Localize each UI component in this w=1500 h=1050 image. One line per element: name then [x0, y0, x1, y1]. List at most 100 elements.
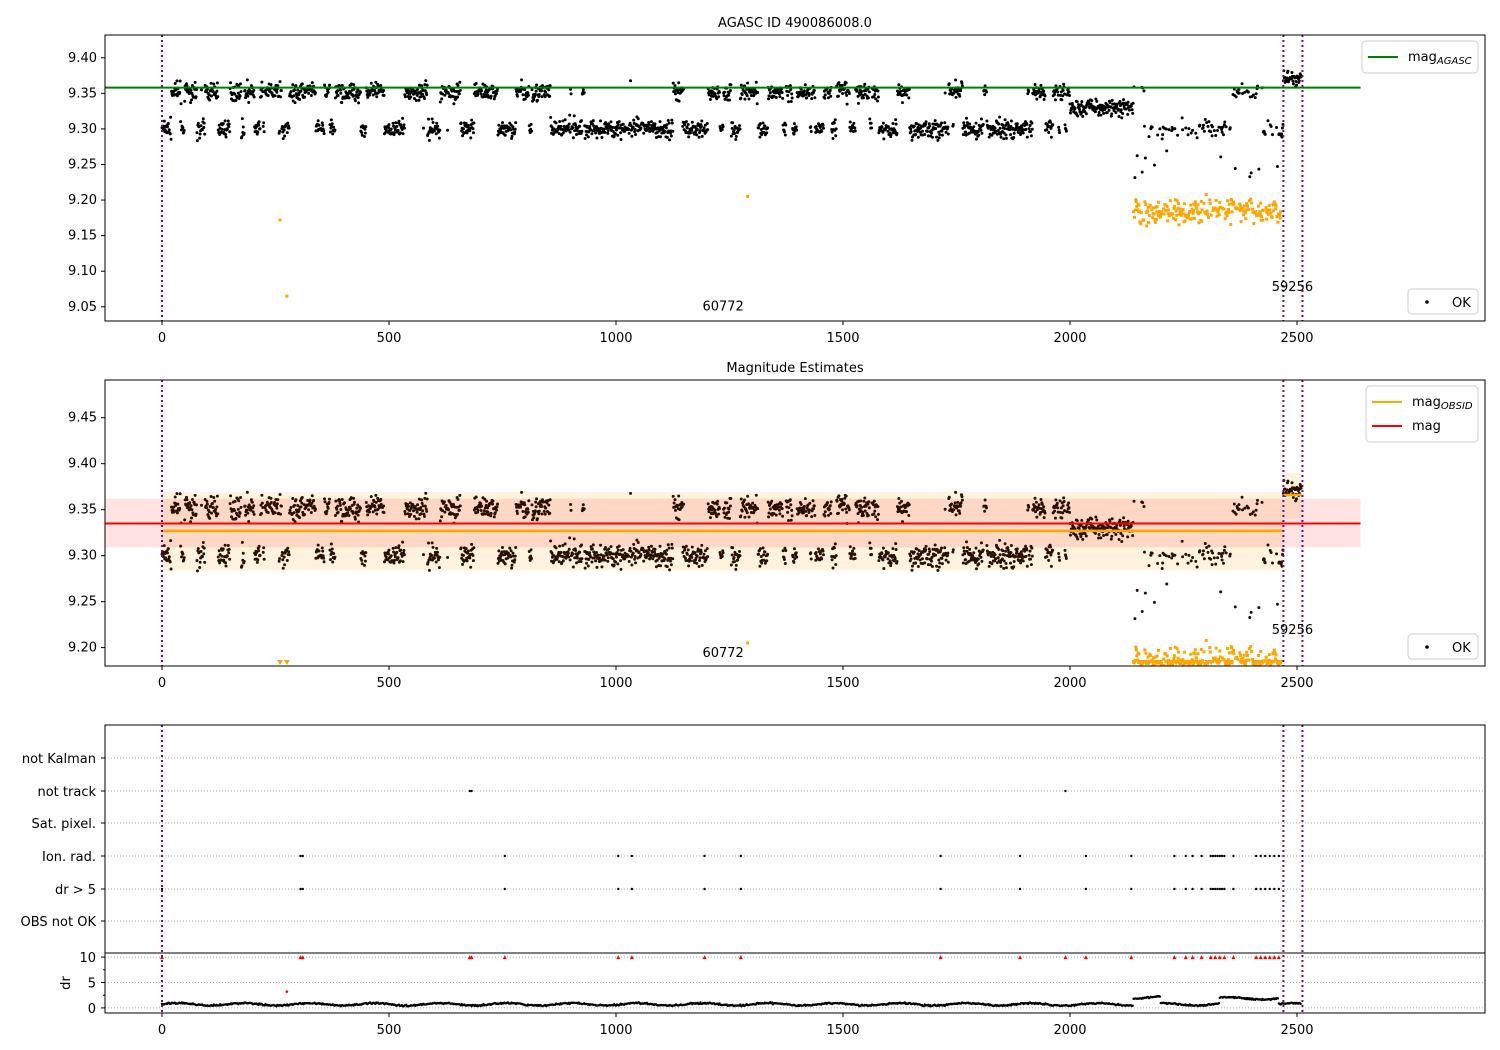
data-point-ok	[870, 126, 874, 130]
data-point-ok	[1173, 553, 1177, 557]
data-point-ok	[1021, 559, 1025, 563]
data-point-ok	[915, 122, 919, 126]
data-point-ok	[178, 492, 182, 496]
data-point-ok	[754, 80, 758, 84]
data-point-ok	[590, 547, 594, 551]
x-tick-label: 0	[158, 331, 166, 346]
data-point-ok	[582, 507, 586, 511]
data-point-ok	[201, 117, 205, 121]
data-point-ok	[281, 558, 285, 562]
data-point-ok	[1243, 90, 1247, 94]
data-point-flagged	[1152, 664, 1156, 666]
data-point-flagged	[1138, 220, 1142, 224]
data-point-ok	[861, 93, 865, 97]
data-point-ok	[1184, 552, 1188, 556]
data-point-ok	[569, 92, 573, 96]
data-point-ok	[451, 503, 455, 507]
data-point-ok	[1103, 105, 1107, 109]
data-point-ok	[1051, 123, 1055, 127]
data-point-flagged	[1164, 209, 1168, 213]
data-point-ok	[888, 559, 892, 563]
data-point-ok	[862, 499, 866, 503]
data-point-flagged	[1218, 205, 1222, 209]
data-point-ok	[1221, 561, 1225, 565]
data-point-ok	[588, 551, 592, 555]
data-point-ok	[333, 128, 337, 132]
data-point-ok	[183, 99, 187, 103]
data-point-flagged	[1243, 211, 1247, 215]
data-point-ok	[423, 83, 427, 87]
data-point-ok	[914, 561, 918, 565]
data-point-ok	[1037, 88, 1041, 92]
data-point-ok	[1150, 551, 1154, 555]
data-point-ok	[443, 93, 447, 97]
data-point-ok	[1285, 76, 1289, 80]
data-point-ok	[1170, 556, 1174, 560]
data-point-ok	[168, 560, 172, 564]
data-point-ok	[729, 134, 733, 138]
data-point-ok	[677, 518, 681, 522]
data-point-ok	[1093, 110, 1097, 114]
data-point-ok	[568, 558, 572, 562]
data-point-ok	[811, 91, 815, 95]
data-point-ok	[500, 124, 504, 128]
data-point-ok	[778, 95, 782, 99]
data-point-ok	[215, 89, 219, 93]
data-point-ok	[363, 131, 367, 135]
data-point-ok	[1080, 518, 1084, 522]
data-point-ok	[204, 506, 208, 510]
data-point-ok	[1266, 119, 1270, 123]
data-point-ok	[472, 546, 476, 550]
data-point-ok	[479, 92, 483, 96]
data-point-ok	[853, 129, 857, 133]
data-point-ok	[1156, 133, 1160, 137]
data-point-ok	[1126, 112, 1130, 116]
data-point-ok	[1133, 176, 1137, 180]
data-point-ok	[669, 134, 673, 138]
data-point-ok	[897, 83, 901, 87]
data-point-ok	[514, 121, 518, 125]
data-point-ok	[1019, 550, 1023, 554]
data-point-ok	[1135, 154, 1139, 158]
data-point-ok	[198, 136, 202, 140]
data-point-flagged	[1260, 208, 1264, 212]
data-point-ok	[1121, 111, 1125, 115]
data-point-ok	[387, 123, 391, 127]
data-point-ok	[616, 123, 620, 127]
data-point-ok	[1160, 566, 1164, 570]
data-point-ok	[589, 555, 593, 559]
data-point-ok	[363, 554, 367, 558]
data-point-ok	[321, 554, 325, 558]
data-point-ok	[1167, 128, 1171, 132]
data-point-ok	[934, 126, 938, 130]
data-point-ok	[492, 515, 496, 519]
data-point-ok	[296, 88, 300, 92]
data-point-ok	[693, 551, 697, 555]
data-point-ok	[1286, 479, 1290, 483]
data-point-ok	[1025, 548, 1029, 552]
data-point-ok	[734, 567, 738, 571]
data-point-ok	[577, 132, 581, 136]
legend-ok-marker	[1425, 300, 1429, 304]
data-point-ok	[634, 561, 638, 565]
data-point-ok	[547, 503, 551, 507]
data-point-ok	[422, 126, 426, 130]
data-point-ok	[685, 552, 689, 556]
data-point-ok	[1075, 519, 1079, 523]
data-point-ok	[855, 88, 859, 92]
data-point-flagged	[1167, 214, 1171, 218]
data-point-ok	[790, 508, 794, 512]
data-point-ok	[1233, 605, 1237, 609]
data-point-ok	[1216, 129, 1220, 133]
data-point-ok	[907, 513, 911, 517]
data-point-ok	[182, 558, 186, 562]
data-point-ok	[1051, 548, 1055, 552]
data-point-ok	[614, 560, 618, 564]
data-point-ok	[1068, 102, 1072, 106]
data-point-ok	[1283, 487, 1287, 491]
data-point-ok	[435, 546, 439, 550]
data-point-ok	[1057, 551, 1061, 555]
annotation: 60772	[702, 299, 743, 314]
data-point-ok	[665, 548, 669, 552]
data-point-ok	[1165, 149, 1169, 153]
